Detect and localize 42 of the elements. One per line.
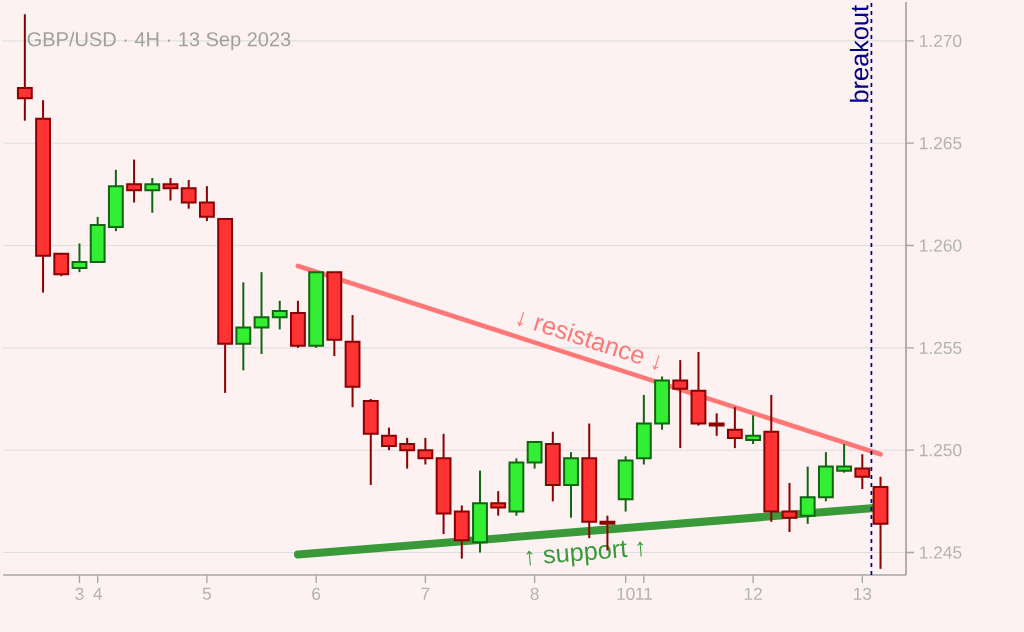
candlestick bbox=[180, 179, 197, 210]
candlestick bbox=[162, 176, 179, 202]
candlestick bbox=[417, 436, 434, 466]
text: GBP/USD · 4H · 13 Sep 2023 bbox=[27, 31, 291, 51]
candlestick bbox=[781, 481, 798, 534]
candlestick bbox=[490, 490, 507, 517]
x-tick-label: 11 bbox=[636, 587, 653, 600]
candlestick bbox=[235, 281, 252, 372]
x-tick-label: 8 bbox=[530, 587, 539, 600]
candlestick bbox=[726, 406, 743, 450]
candlestick bbox=[381, 426, 397, 452]
candlestick bbox=[126, 158, 142, 204]
candlestick bbox=[271, 299, 288, 331]
x-tick-label: 4 bbox=[93, 587, 102, 600]
x-tick-label: 5 bbox=[202, 587, 211, 600]
candlestick bbox=[198, 185, 215, 222]
x-tick-label: 7 bbox=[421, 587, 430, 600]
candlestick bbox=[836, 443, 853, 474]
x-tick-label: 10 bbox=[617, 587, 635, 600]
y-tick-label: 1.255 bbox=[920, 341, 962, 354]
y-tick-label: 1.245 bbox=[920, 546, 962, 559]
y-tick-label: 1.270 bbox=[920, 34, 962, 48]
y-tick-label: 1.260 bbox=[920, 239, 962, 252]
y-tick-label: 1.265 bbox=[920, 137, 962, 150]
annotation: breakout bbox=[849, 5, 869, 102]
y-tick-label: 1.250 bbox=[920, 444, 962, 457]
candlestick bbox=[253, 271, 270, 355]
x-tick-label: 13 bbox=[853, 587, 872, 600]
x-tick-label: 12 bbox=[744, 587, 762, 600]
candlestick bbox=[854, 453, 871, 491]
candlestick bbox=[399, 436, 416, 470]
candlestick bbox=[526, 440, 543, 470]
candlestick bbox=[799, 465, 816, 525]
candlestick bbox=[708, 412, 725, 437]
x-tick-label: 3 bbox=[75, 587, 84, 600]
x-tick-label: 6 bbox=[312, 587, 321, 600]
candlestick bbox=[672, 359, 689, 450]
candlestick bbox=[745, 414, 761, 446]
candlestick bbox=[144, 176, 161, 214]
series-label: ↑ support ↑ bbox=[526, 540, 644, 567]
candlestick bbox=[53, 252, 70, 278]
candlestick bbox=[71, 242, 88, 274]
